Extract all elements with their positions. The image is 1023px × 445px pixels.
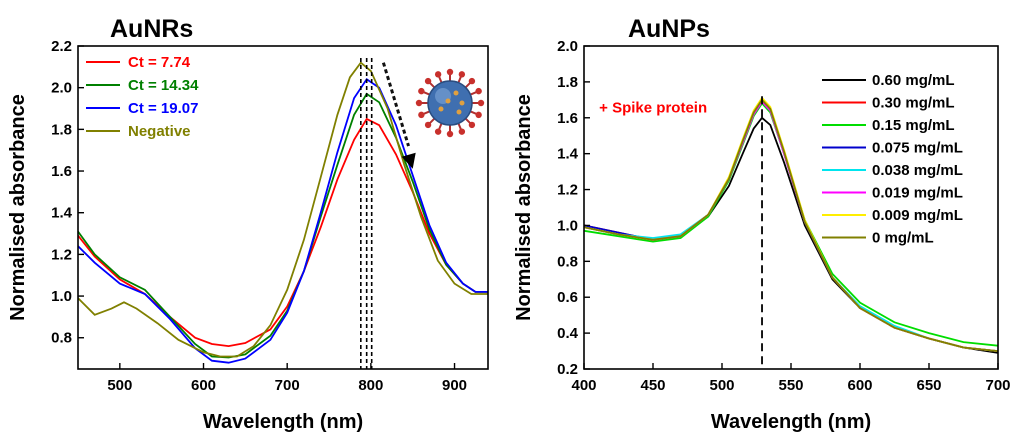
x-tick-label: 600	[191, 377, 216, 394]
x-tick-label: 800	[358, 377, 383, 394]
shift-arrow-head	[401, 152, 416, 169]
legend-label-4: 0.075 mg/mL	[872, 140, 963, 157]
virus-icon	[415, 68, 485, 138]
legend-label-2: Ct = 14.34	[128, 77, 199, 94]
virus-dot	[438, 106, 444, 112]
chart-title: AuNPs	[628, 15, 710, 43]
x-tick-label: 500	[107, 377, 132, 394]
virus-spike-tip	[475, 87, 482, 95]
series-line-7	[584, 96, 998, 352]
legend-label-3: 0.15 mg/mL	[872, 117, 955, 134]
legend-label-7: 0.009 mg/mL	[872, 207, 963, 224]
virus-spike-tip	[477, 99, 485, 107]
spike-protein-annotation: + Spike protein	[599, 99, 707, 116]
shift-arrow-line	[381, 62, 410, 147]
legend-label-2: 0.30 mg/mL	[872, 95, 955, 112]
series-group	[78, 61, 488, 364]
virus-spike-tip	[475, 111, 482, 119]
x-tick-label: 600	[847, 377, 872, 394]
y-tick-label: 1.0	[557, 217, 578, 234]
y-tick-label: 1.8	[51, 121, 72, 138]
x-tick-label: 500	[709, 377, 734, 394]
series-line-3	[584, 101, 998, 347]
y-tick-label: 0.6	[557, 289, 578, 306]
virus-spike-tip	[415, 99, 423, 107]
x-tick-label: 700	[985, 377, 1010, 394]
virus-spike-tip	[434, 71, 442, 78]
chart-panel-2: AuNPs 400 450 500 550 600 650 700 0.2 0.4 0.6 0.8 1.…	[513, 15, 1011, 433]
legend-label-4: Negative	[128, 123, 191, 140]
x-tick-label: 450	[640, 377, 665, 394]
plot-frame	[77, 45, 489, 370]
series-group	[584, 96, 998, 354]
y-axis-title: Normalised absorbance	[7, 94, 29, 321]
y-tick-label: 1.2	[557, 182, 578, 199]
virus-dot	[445, 98, 451, 104]
x-tick-label: 700	[275, 377, 300, 394]
y-tick-label: 1.0	[51, 288, 72, 305]
y-tick-label: 1.4	[51, 205, 73, 222]
y-tick-label: 1.6	[51, 163, 72, 180]
virus-spike-tip	[446, 68, 454, 76]
x-tick-label: 400	[571, 377, 596, 394]
virus-spike-tip	[424, 121, 432, 129]
legend-label-1: Ct = 7.74	[128, 54, 191, 71]
virus-dot	[459, 100, 465, 106]
chart-panel-1: AuNRs 500 600 700 800 900 0.8 1.0 1.2 1.4 1.6 1.8 2.…	[7, 15, 489, 433]
series-line-8	[584, 98, 998, 352]
legend-label-8: 0 mg/mL	[872, 230, 934, 247]
x-tick-label: 650	[916, 377, 941, 394]
y-tick-label: 0.4	[557, 325, 579, 342]
y-tick-label: 0.8	[557, 253, 578, 270]
virus-spike-tip	[424, 77, 432, 85]
virus-spike-tip	[418, 87, 425, 95]
virus-dot	[456, 109, 462, 115]
y-tick-label: 2.0	[51, 80, 72, 97]
y-tick-label: 1.4	[557, 146, 579, 163]
y-tick-label: 1.6	[557, 110, 578, 127]
y-tick-label: 2.0	[557, 38, 578, 55]
x-tick-label: 900	[442, 377, 467, 394]
chart-title: AuNRs	[110, 15, 193, 43]
x-tick-label: 550	[778, 377, 803, 394]
y-tick-label: 0.8	[51, 330, 72, 347]
virus-spike-tip	[418, 111, 425, 119]
y-tick-label: 1.2	[51, 246, 72, 263]
virus-spike-tip	[434, 128, 442, 135]
legend-label-5: 0.038 mg/mL	[872, 162, 963, 179]
virus-body	[427, 80, 473, 126]
y-tick-label: 2.2	[51, 38, 72, 55]
y-tick-label: 1.8	[557, 74, 578, 91]
series-line-3	[78, 78, 488, 364]
y-axis-title: Normalised absorbance	[513, 94, 535, 321]
virus-spike-tip	[446, 130, 454, 138]
legend: 0.60 mg/mL 0.30 mg/mL 0.15 mg/mL 0.075 mg/m…	[822, 72, 963, 247]
virus-spike-tip	[458, 128, 466, 135]
virus-spike-tip	[468, 77, 476, 85]
x-axis-title: Wavelength (nm)	[203, 411, 363, 433]
y-tick-label: 0.2	[557, 361, 578, 378]
virus-spike-tip	[458, 71, 466, 78]
x-axis-title: Wavelength (nm)	[711, 411, 871, 433]
legend: Ct = 7.74 Ct = 14.34 Ct = 19.07 Negative	[86, 54, 199, 140]
series-line-4	[584, 98, 998, 352]
legend-label-6: 0.019 mg/mL	[872, 185, 963, 202]
virus-spike-tip	[468, 121, 476, 129]
series-line-4	[78, 61, 488, 358]
legend-label-3: Ct = 19.07	[128, 100, 198, 117]
legend-label-1: 0.60 mg/mL	[872, 72, 955, 89]
virus-dot	[453, 90, 459, 96]
